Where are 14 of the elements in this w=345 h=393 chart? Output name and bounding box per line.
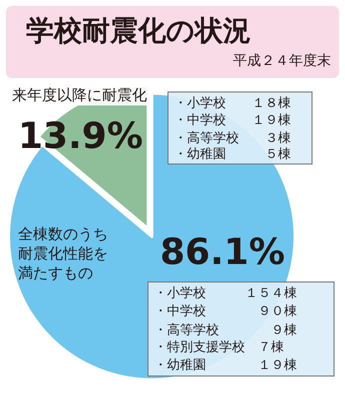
text: ・中学校 １９棟 (174, 113, 291, 128)
text: ・中学校 ９０棟 (154, 304, 297, 319)
text: ・幼稚園 １９棟 (154, 358, 297, 373)
chart-title: 学校耐震化の状況 (26, 13, 251, 49)
data-label: 86.1% (160, 232, 285, 273)
chart-subtitle: 平成２４年度末 (233, 52, 331, 70)
text: ・高等学校 ３棟 (174, 130, 291, 146)
text: ・高等学校 ９棟 (154, 322, 297, 338)
slice-label: 全棟数のうち耐震化性能を満たすもの (18, 225, 108, 282)
text: ・小学校 １８棟 (174, 96, 291, 111)
slice-label: 来年度以降に耐震化 (12, 86, 147, 104)
text: ・小学校 １５４棟 (154, 286, 297, 301)
text: ・幼稚園 ５棟 (174, 147, 291, 162)
text: ・特別支援学校 ７棟 (154, 340, 284, 355)
